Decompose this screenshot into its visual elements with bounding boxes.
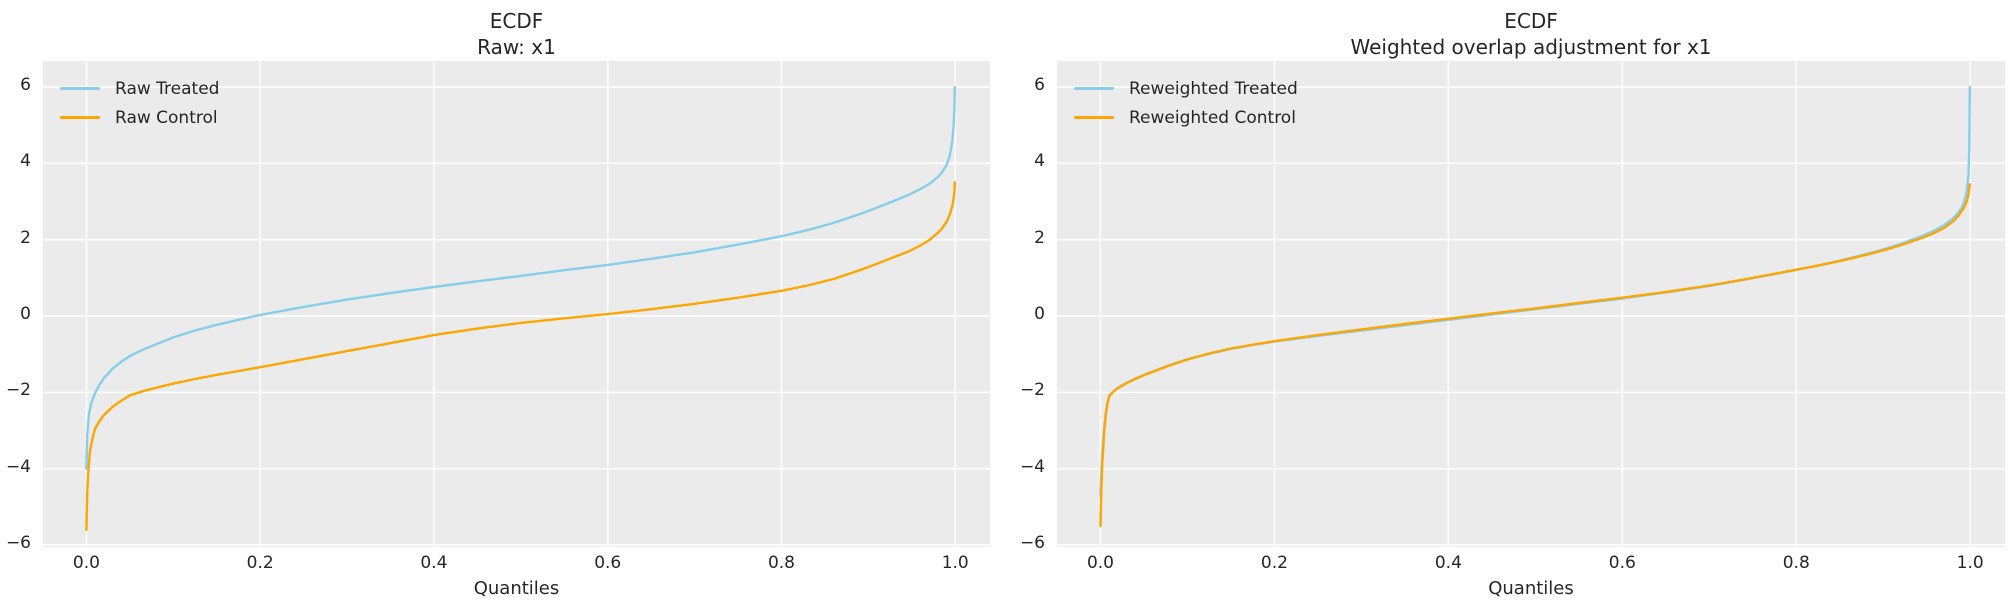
x-tick-label: 0.8 (1782, 553, 1810, 573)
y-tick-label: 0 (20, 304, 31, 325)
treated-line-sample-icon (60, 87, 100, 90)
x-tick-label: 0.0 (72, 553, 100, 573)
treated-line-sample-icon (1074, 87, 1114, 90)
y-tick-label: 6 (1034, 74, 1045, 95)
y-tick-label: −6 (1019, 533, 1045, 554)
legend-label-treated: Reweighted Treated (1129, 78, 1298, 99)
y-tick-label: 4 (20, 151, 31, 172)
legend-entry-treated: Reweighted Treated (1074, 74, 1298, 103)
x-axis-label: Quantiles (1488, 578, 1574, 599)
plot-area (43, 61, 990, 547)
control-line-sample-icon (1074, 116, 1114, 119)
chart-title-line2: Raw: x1 (477, 35, 556, 59)
x-tick-label: 0.2 (1260, 553, 1288, 573)
chart-title-line1: ECDF (1504, 9, 1558, 33)
y-tick-label: −4 (1019, 456, 1045, 477)
x-tick-label: 0.6 (594, 553, 622, 573)
x-tick-label: 0.2 (246, 553, 274, 573)
y-tick-label: 6 (20, 74, 31, 95)
x-tick-label: 1.0 (1956, 553, 1984, 573)
x-tick-label: 0.8 (767, 553, 796, 573)
y-tick-label: −2 (1019, 380, 1045, 401)
x-axis-label: Quantiles (473, 578, 560, 599)
control-line-sample-icon (60, 116, 100, 119)
legend-label-control: Raw Control (115, 107, 218, 128)
y-tick-label: 4 (1034, 151, 1045, 172)
legend-entry-treated: Raw Treated (60, 74, 219, 103)
ecdf-weighted-chart: ECDF Weighted overlap adjustment for x1 … (1007, 0, 2011, 611)
x-tick-label: 1.0 (941, 553, 969, 573)
y-tick-label: 2 (1034, 227, 1045, 248)
plot-area (1057, 61, 2005, 547)
y-tick-label: −4 (5, 456, 31, 477)
x-tick-label: 0.0 (1086, 553, 1115, 573)
legend: Reweighted Treated Reweighted Control (1074, 74, 1298, 132)
y-tick-label: 0 (1034, 304, 1045, 325)
chart-title: ECDF Raw: x1 (43, 8, 990, 60)
chart-title-line2: Weighted overlap adjustment for x1 (1350, 35, 1712, 59)
x-tick-label: 0.6 (1608, 553, 1636, 573)
legend-entry-control: Raw Control (60, 103, 219, 132)
chart-title-line1: ECDF (489, 9, 544, 33)
legend-entry-control: Reweighted Control (1074, 103, 1298, 132)
chart-title: ECDF Weighted overlap adjustment for x1 (1057, 8, 2005, 60)
legend: Raw Treated Raw Control (60, 74, 219, 132)
y-tick-label: −2 (5, 380, 31, 401)
y-tick-label: −6 (5, 533, 31, 554)
legend-label-control: Reweighted Control (1129, 107, 1296, 128)
ecdf-raw-chart: ECDF Raw: x1 Raw Treated Raw Control Qua… (0, 0, 1005, 611)
x-tick-label: 0.4 (420, 553, 448, 573)
legend-label-treated: Raw Treated (115, 78, 220, 99)
y-tick-label: 2 (20, 227, 31, 248)
x-tick-label: 0.4 (1434, 553, 1462, 573)
